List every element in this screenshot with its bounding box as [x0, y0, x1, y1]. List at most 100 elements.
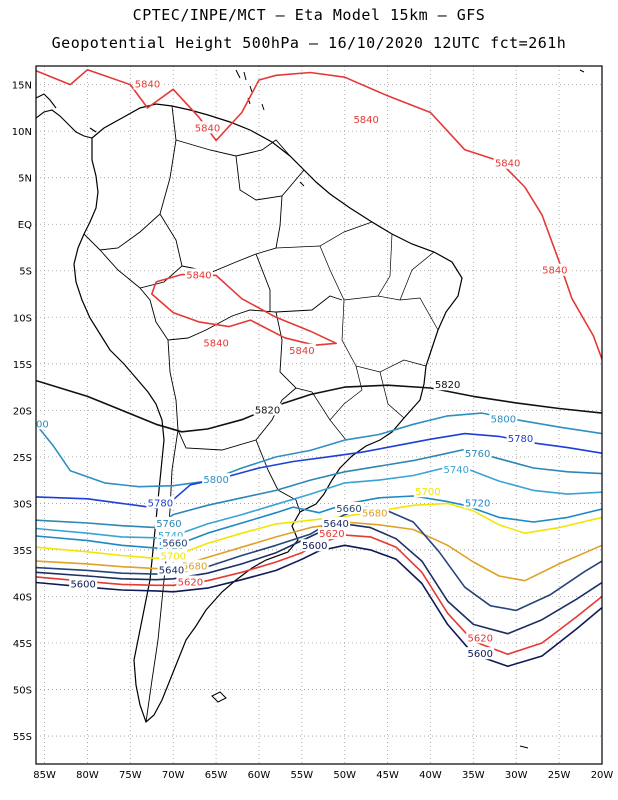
- lon-tick-label: 20W: [591, 770, 614, 781]
- contour-label-5840: 5840: [195, 123, 220, 134]
- contour-5760: [36, 448, 602, 529]
- lat-tick-label: 50S: [13, 686, 32, 697]
- contour-label-bg: [176, 575, 205, 588]
- contour-label-5620: 5620: [178, 578, 203, 589]
- contour-label-bg: [184, 268, 213, 281]
- contour-label-5600: 5600: [467, 649, 492, 660]
- contour-label-5800: 5800: [203, 475, 228, 486]
- latitude-labels: 15N 10N 5N EQ 5S 10S 15S 20S 25S 30S 35S 40S 45S 50S 5…: [12, 81, 32, 743]
- contour-label-bg: [506, 432, 535, 445]
- lon-tick-label: 25W: [548, 770, 571, 781]
- falkland-islands: [211, 691, 227, 703]
- lat-tick-label: 20S: [13, 406, 32, 417]
- contour-5800: [36, 412, 602, 488]
- lon-tick-label: 40W: [419, 770, 442, 781]
- lon-tick-label: 65W: [205, 770, 228, 781]
- map-title-line-1: CPTEC/INPE/MCT – Eta Model 15km – GFS: [132, 6, 486, 24]
- contour-label-5660: 5660: [336, 504, 361, 515]
- contour-label-bg: [489, 412, 518, 425]
- caribbean-islands: [235, 69, 585, 187]
- contour-label-5680: 5680: [182, 562, 207, 573]
- lon-tick-label: 50W: [333, 770, 356, 781]
- contour-label-5840: 5840: [186, 270, 211, 281]
- lat-tick-label: 15S: [13, 360, 32, 371]
- contour-label-bg: [253, 403, 282, 416]
- longitude-labels: 85W 80W 75W 70W 65W 60W 55W 50W 45W 40W 35W 30W 25W 2…: [33, 770, 613, 781]
- contour-label-bg: [69, 577, 98, 590]
- contour-label-bg: [202, 473, 231, 486]
- contour-label-bg: [317, 527, 346, 540]
- contour-label-bg: [133, 77, 162, 90]
- contour-label-5780: 5780: [148, 498, 173, 509]
- contour-label-5820: 5820: [435, 380, 460, 391]
- contour-labels: 5840 5840 5840 5840 5840 5840 5840 5840 5820 5820…: [36, 77, 569, 660]
- lon-tick-label: 55W: [291, 770, 314, 781]
- lat-tick-label: 5S: [19, 267, 32, 278]
- lat-tick-label: 25S: [13, 453, 32, 464]
- contour-label-bg: [335, 501, 364, 514]
- brazil-state-lines: [275, 221, 439, 441]
- contour-label-5680: 5680: [362, 509, 387, 520]
- contour-label-bg: [360, 506, 389, 519]
- contour-label-bg: [202, 336, 231, 349]
- lat-tick-label: 10N: [12, 127, 32, 138]
- contour-label-5660: 5660: [162, 538, 187, 549]
- contour-label-bg: [193, 121, 222, 134]
- contour-label-5840: 5840: [289, 346, 314, 357]
- contour-label-bg: [413, 485, 442, 498]
- contour-label-bg: [36, 417, 50, 430]
- lon-tick-label: 35W: [462, 770, 485, 781]
- contour-label-5800: 5800: [491, 415, 516, 426]
- contour-label-bg: [160, 536, 189, 549]
- lat-tick-label: 15N: [12, 81, 32, 92]
- lat-tick-label: 55S: [13, 732, 32, 743]
- contour-label-5700: 5700: [415, 487, 440, 498]
- contour-label-bg: [442, 462, 471, 475]
- contour-label-bg: [463, 447, 492, 460]
- contour-label-5600: 5600: [70, 579, 95, 590]
- contour-label-bg: [352, 112, 381, 125]
- contour-label-bg: [146, 496, 175, 509]
- lat-tick-label: 45S: [13, 639, 32, 650]
- contour-label-5760: 5760: [465, 449, 490, 460]
- contour-label-bg: [287, 343, 316, 356]
- contour-label-5700: 5700: [160, 551, 185, 562]
- lon-tick-label: 75W: [119, 770, 142, 781]
- lat-tick-label: EQ: [18, 220, 32, 231]
- contour-label-bg: [154, 516, 183, 529]
- contour-label-5840: 5840: [353, 115, 378, 126]
- contour-5740: [36, 466, 602, 539]
- contour-label-bg: [493, 156, 522, 169]
- contour-label-bg: [322, 516, 351, 529]
- contour-label-bg: [463, 496, 492, 509]
- contour-label-5820: 5820: [255, 405, 280, 416]
- lon-tick-label: 60W: [248, 770, 271, 781]
- map-title-line-2: Geopotential Height 500hPa – 16/10/2020 …: [51, 34, 567, 52]
- contour-label-bg: [466, 631, 495, 644]
- lon-tick-label: 85W: [33, 770, 56, 781]
- contour-label-bg: [433, 378, 462, 391]
- contour-5720: [36, 495, 602, 549]
- lon-tick-label: 80W: [76, 770, 99, 781]
- contour-label-5840: 5840: [495, 159, 520, 170]
- south-america-coastline: [73, 103, 463, 724]
- contour-label-5780: 5780: [508, 434, 533, 445]
- contour-label-5760: 5760: [156, 519, 181, 530]
- contour-label-5840: 5840: [135, 80, 160, 91]
- contour-label-5620: 5620: [467, 633, 492, 644]
- lat-tick-label: 40S: [13, 592, 32, 603]
- contour-label-bg: [540, 263, 569, 276]
- contour-label-bg: [157, 563, 186, 576]
- contour-label-bg: [466, 647, 495, 660]
- contour-5820: [36, 379, 602, 433]
- contour-label-5720: 5720: [465, 498, 490, 509]
- contour-5840: [36, 68, 602, 360]
- contour-label-bg: [180, 559, 209, 572]
- central-america-coastline: [36, 93, 97, 139]
- contour-label-5620: 5620: [319, 529, 344, 540]
- contour-5620: [36, 534, 602, 655]
- contour-label-5840: 5840: [542, 266, 567, 277]
- contour-label-5640: 5640: [159, 565, 184, 576]
- lat-tick-label: 35S: [13, 546, 32, 557]
